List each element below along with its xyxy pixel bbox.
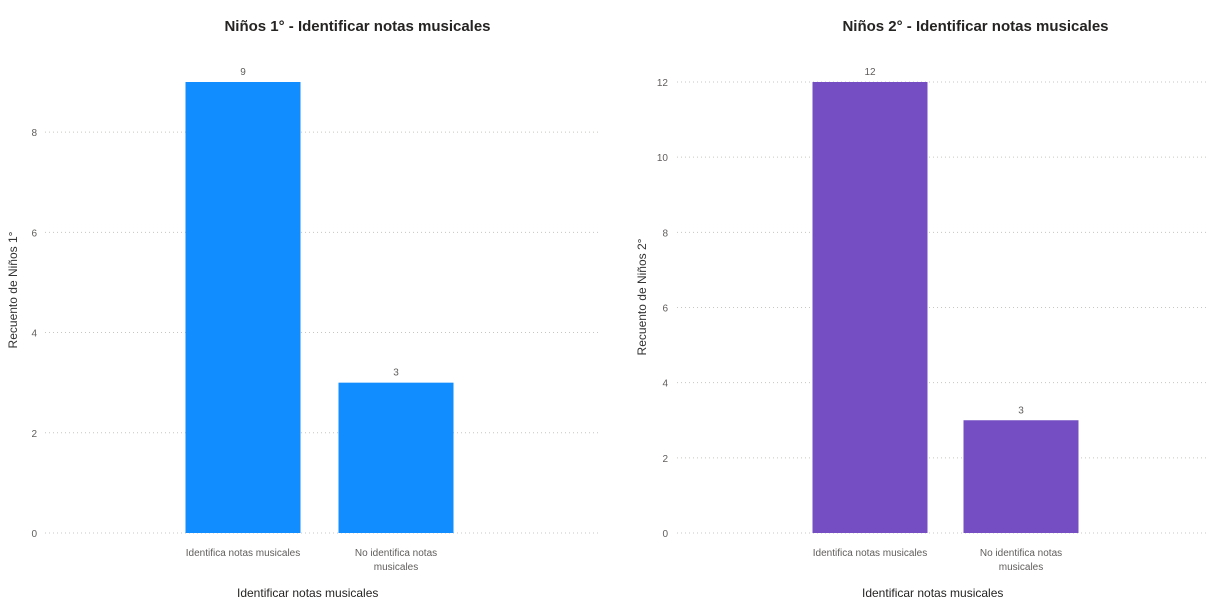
bar[interactable] [338, 382, 454, 533]
data-label: 9 [240, 67, 246, 78]
y-tick-label: 8 [31, 128, 37, 139]
chart-ninos-2: Niños 2° - Identificar notas musicales R… [605, 0, 1211, 600]
y-tick-label: 2 [31, 429, 37, 440]
bar[interactable] [185, 82, 301, 533]
data-label: 12 [864, 67, 876, 78]
y-tick-label: 4 [662, 379, 668, 390]
y-tick-label: 2 [662, 454, 668, 465]
y-tick-label: 10 [657, 153, 669, 164]
bar[interactable] [963, 420, 1079, 533]
data-label: 3 [393, 368, 399, 379]
x-tick-label: musicales [374, 562, 418, 573]
y-tick-label: 12 [657, 78, 669, 89]
x-tick-label: Identifica notas musicales [186, 548, 301, 559]
x-tick-label: Identifica notas musicales [813, 548, 928, 559]
chart-ninos-1: Niños 1° - Identificar notas musicales R… [0, 0, 605, 600]
y-tick-label: 0 [31, 529, 37, 540]
y-tick-label: 8 [662, 228, 668, 239]
x-tick-label: musicales [999, 562, 1043, 573]
chart-title: Niños 2° - Identificar notas musicales [842, 18, 1109, 35]
y-tick-label: 4 [31, 329, 37, 340]
chart-title: Niños 1° - Identificar notas musicales [224, 18, 491, 35]
bar[interactable] [812, 82, 928, 533]
x-tick-label: No identifica notas [980, 548, 1062, 559]
x-tick-label: No identifica notas [355, 548, 437, 559]
y-tick-label: 0 [662, 529, 668, 540]
plot-area: 0 2 4 6 8 10 12 12 Identifica notas musicales 3 No… [657, 67, 1208, 573]
data-label: 3 [1018, 405, 1024, 416]
x-axis-label: Identificar notas musicales [862, 586, 1004, 600]
x-axis-label: Identificar notas musicales [237, 586, 379, 600]
plot-area: 0 2 4 6 8 9 Identifica notas musicales 3 No iden… [31, 67, 598, 573]
y-tick-label: 6 [662, 304, 668, 315]
y-tick-label: 6 [31, 228, 37, 239]
